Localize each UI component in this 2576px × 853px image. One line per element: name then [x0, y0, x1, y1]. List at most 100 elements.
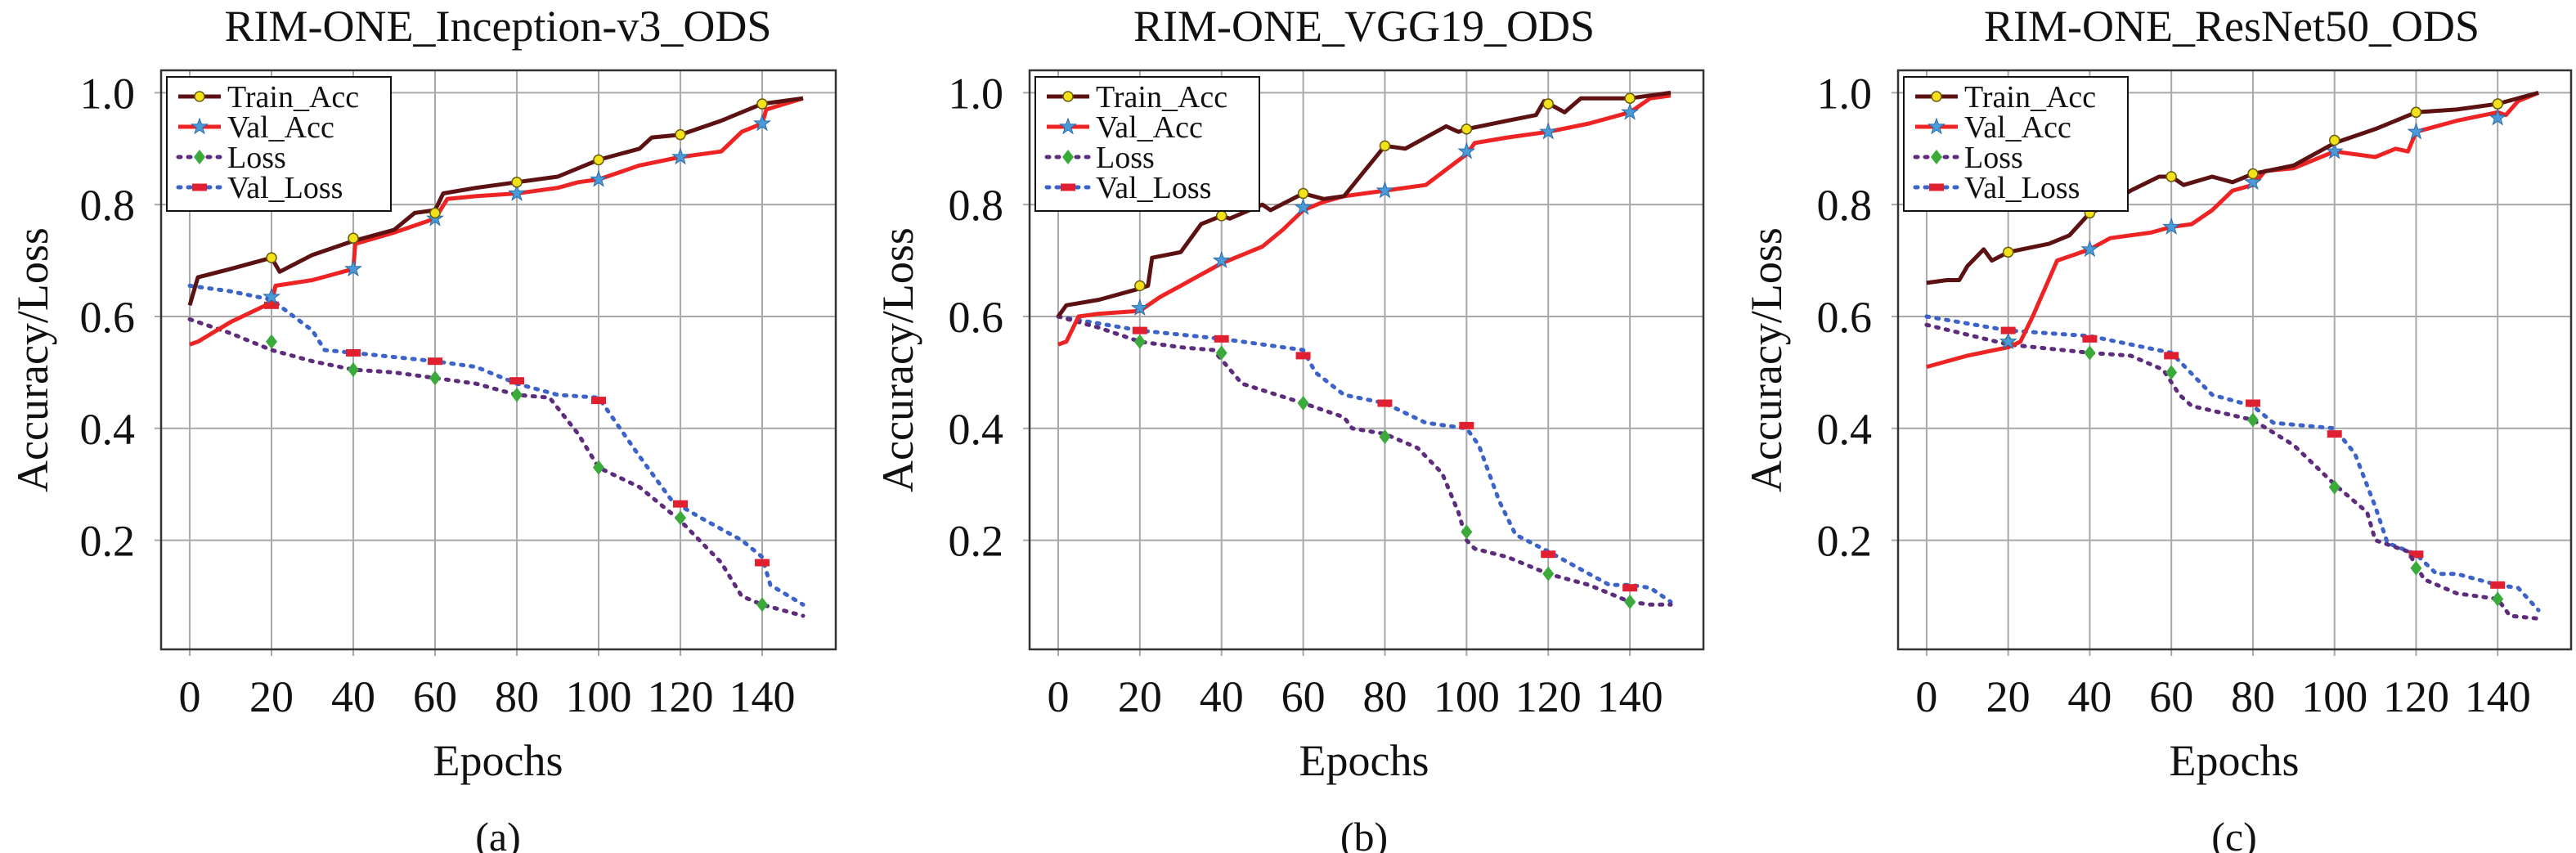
data-point-loss — [511, 387, 523, 402]
data-point-loss — [2492, 591, 2504, 607]
data-point-val-loss — [2327, 430, 2342, 438]
data-point-val-loss — [1377, 399, 1393, 407]
x-tick-label: 20 — [1986, 672, 2031, 721]
legend-marker — [1931, 150, 1942, 164]
series-line-val-acc — [1057, 93, 1672, 347]
data-point-val-acc — [1621, 102, 1640, 120]
data-point-val-acc — [1212, 251, 1231, 268]
data-point-val-acc — [263, 287, 280, 305]
data-point-val-acc — [2407, 122, 2426, 140]
data-point-train-acc — [2328, 134, 2340, 146]
legend-marker — [191, 117, 209, 135]
data-point-val-acc — [1539, 122, 1558, 140]
data-point-val-acc — [1294, 198, 1313, 215]
data-point-train-acc — [2410, 106, 2422, 119]
data-point-train-acc — [348, 232, 359, 244]
x-tick-label: 60 — [1281, 672, 1326, 721]
y-tick-label: 0.6 — [80, 293, 136, 342]
data-point-train-acc — [1624, 92, 1636, 104]
data-point-val-acc — [590, 169, 608, 187]
legend-label: Val_Loss — [1964, 171, 2080, 205]
data-point-val-acc — [1457, 141, 1476, 159]
data-point-train-acc — [1461, 123, 1473, 135]
data-point-loss — [593, 460, 604, 475]
x-tick-label: 20 — [1118, 672, 1162, 721]
data-point-val-acc — [1999, 332, 2017, 350]
data-point-val-loss — [509, 377, 524, 385]
y-tick-label: 0.8 — [80, 181, 136, 230]
data-point-val-acc — [2488, 108, 2507, 126]
data-point-val-loss — [1541, 550, 1556, 559]
x-tick-label: 60 — [2149, 672, 2193, 721]
data-point-train-acc — [2247, 168, 2259, 180]
legend-marker — [1062, 150, 1074, 164]
data-point-val-acc — [753, 114, 771, 132]
series-line-train-acc — [1056, 90, 1672, 318]
x-tick-label: 0 — [179, 672, 201, 721]
y-axis-label: Accuracy/Loss — [8, 227, 57, 492]
series-line-val-loss — [1056, 314, 1673, 604]
y-tick-label: 0.4 — [80, 405, 136, 454]
legend-marker — [1061, 183, 1075, 191]
x-tick-label: 100 — [566, 672, 632, 721]
y-tick-label: 0.8 — [949, 181, 1004, 230]
y-tick-label: 0.6 — [1817, 293, 1873, 342]
series-line-loss — [1924, 322, 2541, 621]
y-tick-label: 0.6 — [949, 293, 1004, 342]
x-tick-label: 40 — [2067, 672, 2112, 721]
x-tick-label: 140 — [1597, 672, 1663, 721]
data-point-val-acc — [2162, 217, 2181, 235]
legend-marker — [194, 150, 205, 164]
data-point-val-acc — [2325, 141, 2344, 159]
data-point-train-acc — [2002, 246, 2014, 258]
data-point-val-loss — [755, 559, 770, 567]
legend-label: Train_Acc — [227, 80, 359, 114]
data-point-train-acc — [1134, 280, 1146, 292]
data-point-val-loss — [2245, 399, 2260, 407]
chart-title: RIM-ONE_Inception-v3_ODS — [225, 2, 772, 51]
data-point-train-acc — [1379, 140, 1391, 152]
data-point-val-acc — [1130, 299, 1149, 317]
data-point-val-loss — [264, 301, 279, 309]
data-point-val-loss — [428, 357, 442, 366]
legend-label: Train_Acc — [1964, 80, 2096, 114]
data-point-loss — [1215, 345, 1227, 361]
series-line-train-acc — [1926, 90, 2539, 285]
data-point-loss — [1542, 566, 1555, 581]
x-tick-label: 120 — [648, 672, 714, 721]
data-point-loss — [266, 334, 277, 349]
x-tick-label: 80 — [2231, 672, 2275, 721]
data-point-train-acc — [1542, 98, 1554, 110]
legend-label: Val_Acc — [227, 110, 334, 145]
legend-label: Val_Loss — [227, 171, 343, 205]
chart-b: 0 20 40 60 80 100 120 140 0.2 0.4 0.6 0.8 1.0 Train_A… — [873, 2, 1705, 853]
data-point-train-acc — [2165, 171, 2177, 182]
series-line-loss — [187, 317, 806, 618]
x-tick-label: 80 — [495, 672, 539, 721]
data-point-val-acc — [1376, 181, 1394, 199]
data-point-val-acc — [344, 259, 362, 277]
y-tick-label: 0.2 — [80, 517, 136, 566]
y-tick-label: 1.0 — [1817, 69, 1873, 118]
x-tick-label: 40 — [1200, 672, 1244, 721]
data-point-train-acc — [2492, 98, 2503, 110]
data-point-val-loss — [591, 397, 606, 405]
y-tick-label: 0.4 — [949, 405, 1004, 454]
data-point-train-acc — [756, 98, 768, 110]
x-tick-label: 0 — [1915, 672, 1937, 721]
data-point-train-acc — [593, 154, 604, 166]
series-line-val-loss — [187, 283, 806, 607]
panel-caption: (c) — [2211, 814, 2257, 853]
x-tick-label: 140 — [2465, 672, 2531, 721]
plot-area: 0 20 40 60 80 100 120 140 0.2 0.4 0.6 0.8 1.0 — [1817, 69, 2573, 721]
chart-a: 0 20 40 60 80 100 120 140 0.2 0.4 0.6 0.8 1.0 Train_A… — [8, 2, 837, 853]
data-point-train-acc — [1215, 210, 1227, 222]
data-point-loss — [756, 597, 768, 613]
plot-frame — [1896, 69, 2573, 651]
data-point-loss — [675, 510, 686, 526]
chart-title: RIM-ONE_ResNet50_ODS — [1984, 2, 2480, 51]
data-point-val-loss — [1622, 584, 1638, 592]
data-point-train-acc — [1297, 187, 1309, 200]
data-point-val-acc — [2080, 240, 2099, 258]
